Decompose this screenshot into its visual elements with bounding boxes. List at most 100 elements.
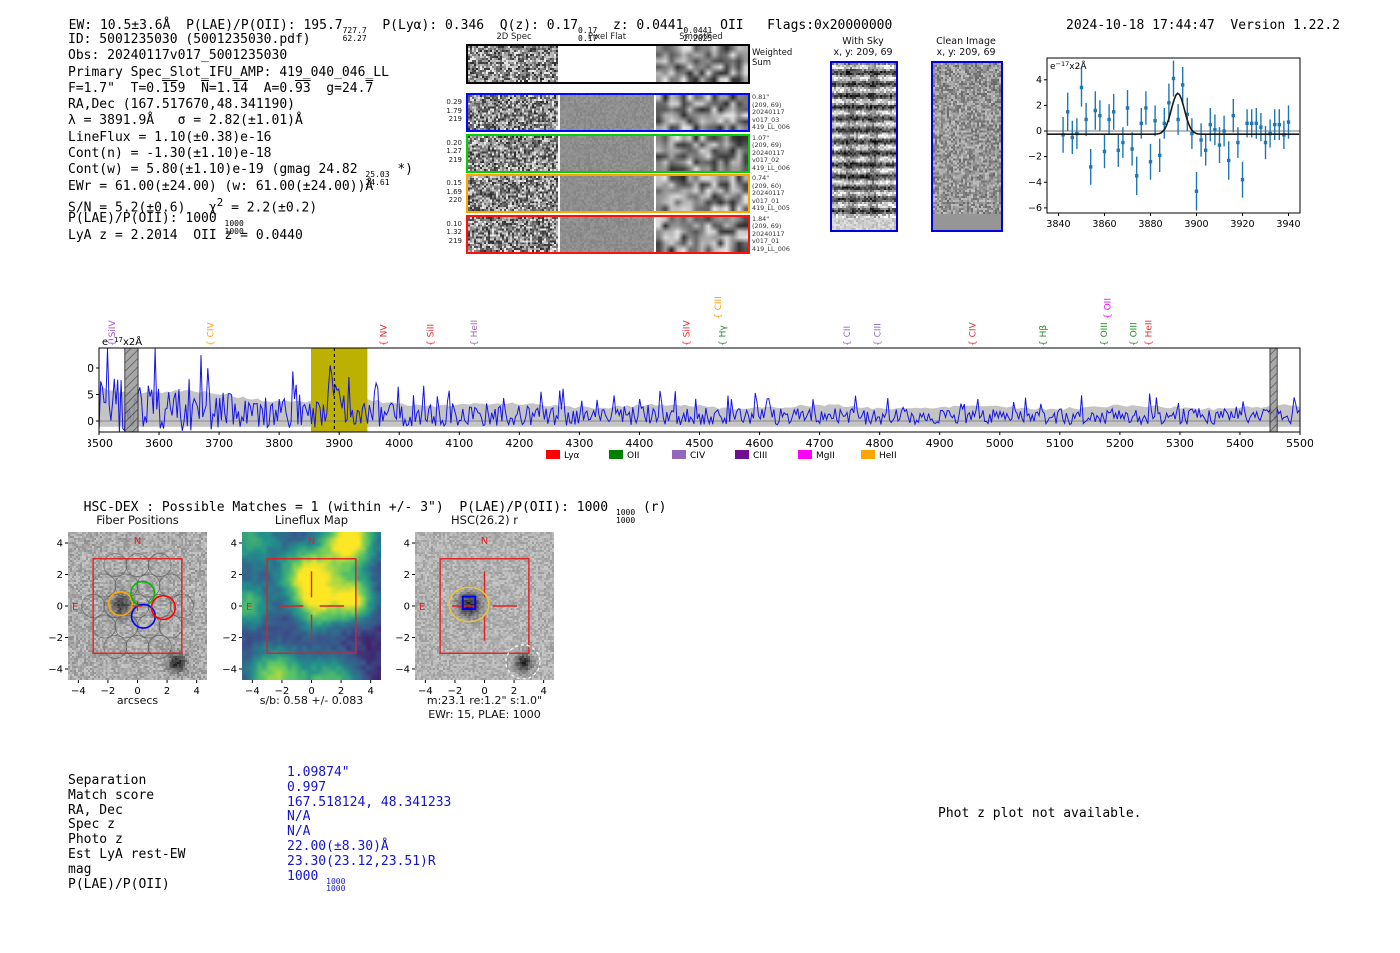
fitplot-x-tick: 3920 [1230, 219, 1254, 230]
cutout-y-tick: 0 [57, 602, 63, 613]
header-z-suffix: OII [712, 18, 744, 33]
detection-info-block: ID: 5001235030 (5001235030.pdf) Obs: 202… [68, 32, 413, 244]
cutout-y-tick: 0 [404, 602, 410, 613]
selected-fiber-circle [150, 594, 177, 621]
spec2d-row-right-labels: 1.84" (209, 69) 20240117 v017_01 419_LL_006 [752, 214, 790, 253]
cutout-x-tick: 4 [193, 686, 199, 696]
emission-line-marker: { NV [379, 324, 389, 346]
emission-line-marker: { CIII [714, 296, 724, 319]
spectrum-x-tick: 4500 [686, 437, 714, 450]
cutout-x-tick: 0 [481, 686, 487, 696]
spectrum-x-tick: 3900 [325, 437, 353, 450]
photz-note: Phot z plot not available. [938, 806, 1142, 821]
match-table-labels: Separation Match score RA, Dec Spec z Photo … [68, 773, 185, 892]
spectrum-x-tick: 4600 [746, 437, 774, 450]
info-id: ID: 5001235030 (5001235030.pdf) [68, 32, 311, 47]
clean-image [931, 61, 1003, 232]
legend-item-HeII: HeII [879, 451, 897, 461]
spectrum-x-tick: 4000 [385, 437, 413, 450]
cutout-x-tick: 0 [308, 686, 314, 696]
fitplot-y-tick: 0 [1036, 126, 1042, 137]
info-cont-n: Cont(n) = -1.30(±1.10)e-18 [68, 146, 272, 162]
hsc-dex-heading: HSC-DEX : Possible Matches = 1 (within +… [83, 500, 667, 525]
spec2d-col-title-2: Pixel Flat [587, 32, 627, 42]
spectrum-x-tick: 4200 [505, 437, 533, 450]
spectrum-x-tick: 3800 [265, 437, 293, 450]
spectrum-x-tick: 4700 [806, 437, 834, 450]
clean-canvas [933, 63, 1001, 230]
cutout-x-tick: 2 [338, 686, 344, 696]
fitplot-x-tick: 3940 [1276, 219, 1300, 230]
spec2d-weighted-flat-blank [560, 46, 654, 82]
fiber-circle [114, 573, 139, 598]
emission-line-marker: { OIII [1130, 322, 1140, 346]
match-row-value: N/A [287, 824, 311, 840]
match-row-label: RA, Dec [68, 802, 123, 818]
match-row-value: 167.518124, 48.341233 [287, 794, 452, 810]
legend-item-OII: OII [627, 451, 639, 461]
cutout-x-tick: −2 [448, 686, 463, 696]
spectrum-x-tick: 5500 [1286, 437, 1313, 450]
spec2d-segment-noise [468, 176, 558, 211]
header-plae-frac: 727.7 62.27 [342, 26, 367, 43]
spec2d-segment-flat [560, 216, 654, 252]
spec2d-segment-flat [560, 176, 654, 211]
cutout-y-tick: 4 [404, 539, 410, 550]
cutout-y-tick: 4 [231, 539, 237, 550]
emission-line-marker: { SiIV [683, 320, 693, 346]
selected-fiber-circle [107, 591, 134, 617]
extraction-box [266, 558, 357, 654]
spectrum-y-tick: 0.0 [88, 415, 94, 428]
spectrum-x-tick: 4900 [926, 437, 954, 450]
spectrum-x-tick: 5000 [986, 437, 1014, 450]
fitplot-y-tick: −2 [1028, 152, 1042, 163]
emission-line-marker: { CIV [969, 321, 979, 346]
match-row-value: 22.00(±8.30)Å [287, 838, 389, 854]
panel-title-fiber-positions: Fiber Positions [96, 513, 179, 527]
legend-item-CIII: CIII [753, 451, 767, 461]
fiber-circle [125, 635, 150, 659]
header-qz-frac: 0.17 0.17 [578, 26, 598, 43]
emission-line-marker: { Hβ [1039, 325, 1049, 346]
spectrum-x-tick: 3500 [88, 437, 113, 450]
spec2d-row-right-labels: 0.81" (209, 69) 20240117 v017_03 419_LL_006 [752, 93, 790, 131]
header-z: z: 0.0441 [597, 18, 684, 33]
north-label: N [481, 536, 488, 547]
panel-title-hsc: HSC(26.2) r [451, 513, 518, 527]
fitplot-x-tick: 3880 [1138, 219, 1162, 230]
legend-item-CIV: CIV [690, 451, 706, 461]
fitplot-units-label: e−17x2Å [1050, 60, 1087, 72]
fitplot-x-tick: 3840 [1046, 219, 1070, 230]
hsc-cutout-overlay: N E −4 −2 0 2 4 4 2 0 −2 −4 [395, 536, 547, 696]
match-row-label: Separation [68, 773, 147, 788]
lineflux-map-overlay: N E −4 −2 0 2 4 4 2 0 −2 −4 [222, 536, 374, 696]
spec2d-segment-noise [468, 46, 558, 82]
spec2d-row [466, 214, 750, 254]
north-label: N [308, 536, 315, 547]
fitplot-y-tick: 2 [1036, 100, 1042, 111]
selected-fiber-circle [130, 580, 156, 607]
match-table-values: 1.09874" 0.997 167.518124, 48.341233 N/A N/A… [287, 765, 452, 893]
match-row-label: Photo z [68, 832, 123, 848]
extraction-box [92, 558, 183, 654]
info-plae-poii: P(LAE)/P(OII): 1000 1000 1000 [68, 211, 244, 236]
cutout-y-tick: 4 [57, 539, 63, 550]
masked-region-band [1269, 347, 1278, 433]
withsky-canvas [832, 63, 896, 230]
match-row-value: N/A [287, 809, 311, 825]
fiber-circle [103, 635, 128, 659]
fitplot-y-tick: −4 [1028, 177, 1042, 188]
emission-line-marker: { OIII [1100, 322, 1110, 346]
match-row-label: mag [68, 861, 92, 877]
spec2d-row-left-labels: 0.20 1.27 219 [446, 138, 462, 164]
east-label: E [419, 602, 425, 613]
east-label: E [246, 602, 252, 613]
info-cont-w: Cont(w) = 5.80(±1.10)e-19 (gmag 24.82 25… [68, 162, 413, 187]
lineflux-xlabel: s/b: 0.58 +/- 0.083 [259, 694, 364, 707]
withsky-title: With Sky x, y: 209, 69 [833, 36, 893, 58]
spectrum-x-tick: 5200 [1106, 437, 1134, 450]
header-plae: P(LAE)/P(OII): 195.7 [186, 18, 343, 33]
spectrum-x-tick: 4400 [625, 437, 653, 450]
withsky-image [830, 61, 898, 232]
emission-line-marker: { CII [843, 326, 853, 346]
